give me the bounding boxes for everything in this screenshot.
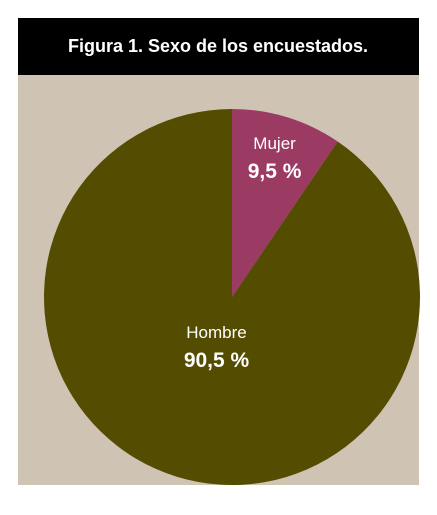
chart-title: Figura 1. Sexo de los encuestados.	[68, 36, 368, 56]
slice-category-label: Hombre	[186, 323, 246, 342]
title-bar	[18, 18, 419, 75]
pie-slice	[232, 109, 338, 297]
pie-slice	[43, 109, 421, 485]
slice-category-label: Mujer	[253, 134, 296, 153]
slice-value-label: 90,5 %	[184, 349, 250, 372]
slice-value-label: 9,5 %	[248, 160, 302, 183]
